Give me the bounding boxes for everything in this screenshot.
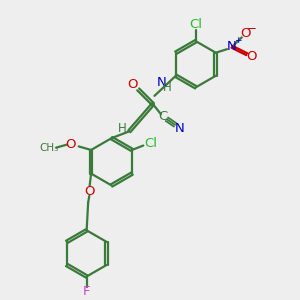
Text: H: H [118,122,126,135]
Text: CH₃: CH₃ [39,143,58,154]
Text: −: − [247,22,257,35]
Text: O: O [247,50,257,63]
Text: H: H [163,81,172,94]
Text: O: O [66,138,76,151]
Text: N: N [157,76,166,89]
Text: C: C [159,110,168,123]
Text: N: N [227,40,237,53]
Text: Cl: Cl [144,137,157,150]
Text: Cl: Cl [189,18,202,32]
Text: O: O [84,185,94,198]
Text: O: O [241,27,251,40]
Text: N: N [174,122,184,135]
Text: +: + [234,36,242,45]
Text: O: O [128,78,138,92]
Text: F: F [83,285,90,298]
